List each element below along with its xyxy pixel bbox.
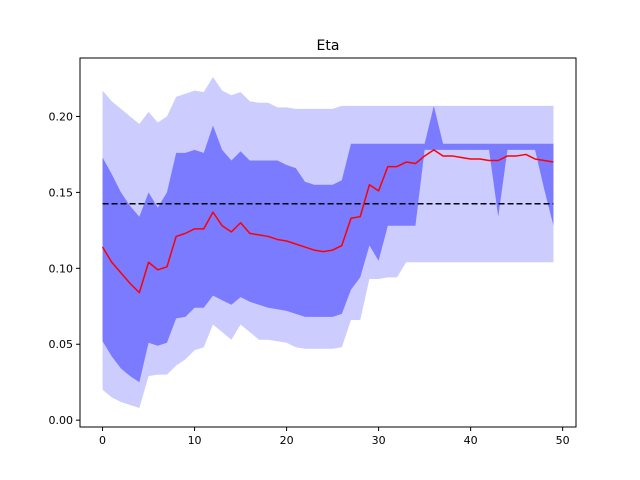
y-tick-label: 0.05 <box>49 338 74 351</box>
y-tick-label: 0.15 <box>49 186 74 199</box>
chart-title: Eta <box>317 38 340 54</box>
x-tick-label: 0 <box>99 434 106 447</box>
x-tick-label: 30 <box>372 434 386 447</box>
y-tick-label: 0.10 <box>49 262 74 275</box>
x-tick-label: 40 <box>464 434 478 447</box>
inner-band <box>102 105 554 383</box>
y-tick-label: 0.00 <box>49 414 74 427</box>
x-tick-label: 50 <box>556 434 570 447</box>
x-tick-label: 20 <box>280 434 294 447</box>
x-tick-label: 10 <box>188 434 202 447</box>
median-line <box>101 149 554 294</box>
axes-frame <box>79 57 577 428</box>
y-tick-label: 0.20 <box>49 110 74 123</box>
plot-area <box>101 76 554 409</box>
axes: 0 10 20 30 40 50 0.00 0.05 0.10 0.15 0.20 <box>49 57 577 447</box>
